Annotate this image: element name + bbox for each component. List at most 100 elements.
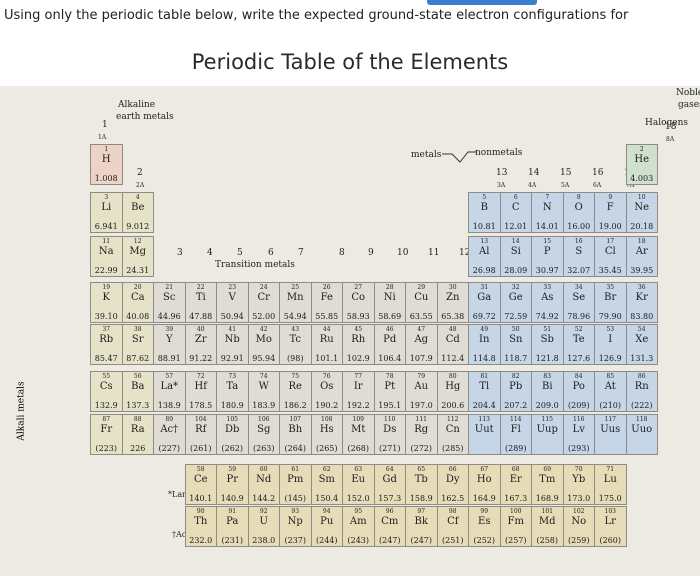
atomic-number: 3 [104,194,109,201]
atomic-number: 59 [228,466,237,473]
atomic-number: 78 [385,373,394,380]
atomic-number: 24 [259,284,268,291]
element-symbol: Cu [414,292,429,303]
element-cell: 81 Tl 204.4 [468,371,501,412]
references-tab[interactable] [427,0,537,5]
atomic-mass: 164.9 [472,494,496,503]
atomic-number: 92 [259,508,268,515]
question-instruction: Using only the periodic table below, wri… [4,8,629,23]
atomic-mass: 14.01 [535,222,559,231]
element-symbol: Fe [320,292,333,303]
atomic-mass: 16.00 [567,222,591,231]
element-cell: 11 Na 22.99 [90,236,123,277]
element-cell: 24 Cr 52.00 [247,282,280,323]
element-cell: 70 Yb 173.0 [562,464,595,505]
element-cell: 9 F 19.00 [594,192,627,233]
atomic-number: 18 [637,238,646,245]
element-symbol: Cs [99,381,113,392]
atomic-mass: 35.45 [598,266,622,275]
atomic-mass: 140.1 [189,494,213,503]
atomic-number: 87 [102,416,111,423]
element-symbol: I [608,334,613,345]
atomic-number: 111 [415,416,427,423]
atomic-number: 43 [291,326,300,333]
atomic-mass: 121.8 [535,354,559,363]
element-cell: 52 Te 127.6 [562,324,595,365]
group-14a-label: 4A [528,182,537,189]
atomic-number: 70 [574,466,583,473]
group-1a-label: 1A [98,134,107,141]
element-symbol: O [574,202,583,213]
atomic-number: 38 [133,326,142,333]
element-symbol: Am [349,516,367,527]
atomic-mass: 20.18 [630,222,654,231]
atomic-mass: 47.88 [189,312,213,321]
group-10-label: 10 [397,248,409,258]
atomic-number: 8 [576,194,581,201]
atomic-number: 97 [417,508,426,515]
atomic-mass: (272) [410,444,432,453]
atomic-number: 65 [417,466,426,473]
atomic-mass: 85.47 [94,354,118,363]
atomic-mass: 180.9 [220,401,244,410]
atomic-number: 11 [102,238,111,245]
element-cell: 85 At (210) [594,371,627,412]
atomic-mass: (223) [95,444,117,453]
atomic-number: 46 [385,326,394,333]
element-cell: 50 Sn 118.7 [499,324,532,365]
atomic-number: 84 [574,373,583,380]
atomic-number: 100 [510,508,522,515]
element-cell: 90 Th 232.0 [184,506,217,547]
element-cell: 59 Pr 140.9 [216,464,249,505]
atomic-mass: (265) [315,444,338,453]
atomic-number: 19 [102,284,111,291]
element-symbol: Se [572,292,586,303]
element-cell: 10 Ne 20.18 [625,192,658,233]
element-symbol: Pb [509,381,523,392]
atomic-mass: (268) [347,444,369,453]
group-17a-label: 7A [626,182,635,189]
element-cell: 91 Pa (231) [216,506,249,547]
element-cell: 93 Np (237) [279,506,312,547]
atomic-mass: (261) [189,444,212,453]
atomic-number: 53 [606,326,615,333]
atomic-mass: 91.22 [189,354,213,363]
element-cell: 5 B 10.81 [468,192,501,233]
atomic-mass: 19.00 [598,222,622,231]
element-cell: 84 Po (209) [562,371,595,412]
element-cell: 43 Tc (98) [279,324,312,365]
atomic-mass: 74.92 [535,312,559,321]
element-cell: 95 Am (243) [342,506,375,547]
atomic-number: 13 [480,238,489,245]
group-15-label: 15 [560,168,572,178]
element-cell: 80 Hg 200.6 [436,371,469,412]
element-cell: 58 Ce 140.1 [184,464,217,505]
element-symbol: Rn [634,381,649,392]
atomic-mass: 152.0 [346,494,370,503]
element-symbol: Po [572,381,585,392]
atomic-mass: 95.94 [252,354,276,363]
group-14-label: 14 [528,168,540,178]
atomic-mass: 132.9 [94,401,118,410]
atomic-number: 26 [322,284,331,291]
atomic-number: 45 [354,326,363,333]
element-cell: 2 He 4.003 [625,144,658,185]
atomic-mass: 127.6 [567,354,591,363]
label-gases: gases [678,100,700,110]
element-cell: 109 Mt (268) [342,414,375,455]
element-cell: 32 Ge 72.59 [499,282,532,323]
element-symbol: Si [510,246,521,257]
element-cell: 78 Pt 195.1 [373,371,406,412]
element-symbol: Sg [257,424,271,435]
element-cell: 104 Rf (261) [184,414,217,455]
element-symbol: Es [478,516,491,527]
atomic-mass: (145) [284,494,306,503]
element-symbol: Mo [255,334,272,345]
metals-nonmetals-arrow-icon [442,151,476,163]
atomic-number: 62 [322,466,331,473]
atomic-number: 74 [259,373,268,380]
element-symbol: Pu [320,516,334,527]
atomic-number: 75 [291,373,300,380]
element-symbol: Xe [635,334,649,345]
atomic-number: 21 [165,284,174,291]
